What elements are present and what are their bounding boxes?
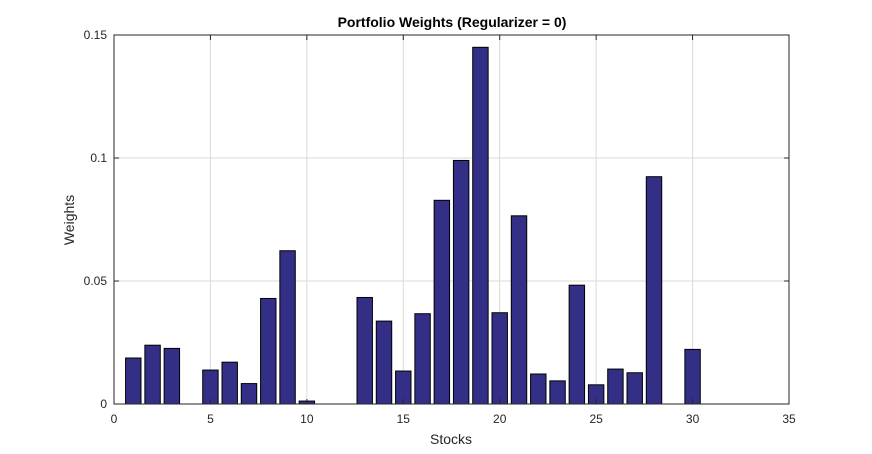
bar-stock-26 bbox=[607, 368, 624, 405]
bar-stock-20 bbox=[491, 312, 508, 405]
bar-stock-13 bbox=[356, 296, 373, 405]
bar-stock-16 bbox=[414, 313, 431, 405]
grid-layer bbox=[114, 35, 789, 404]
bar-stock-6 bbox=[221, 361, 238, 405]
y-tick-label: 0.05 bbox=[84, 274, 108, 288]
bar-stock-3 bbox=[163, 347, 181, 405]
y-axis-label: Weights bbox=[61, 195, 77, 245]
bar-stock-7 bbox=[240, 383, 258, 405]
x-tick-label: 15 bbox=[397, 412, 411, 426]
y-tick-label: 0.1 bbox=[90, 151, 107, 165]
bar-stock-14 bbox=[375, 320, 393, 405]
bar-stock-27 bbox=[626, 372, 643, 405]
bar-stock-9 bbox=[279, 250, 296, 405]
x-tick-label: 10 bbox=[300, 412, 314, 426]
bar-stock-22 bbox=[530, 373, 547, 405]
bar-stock-19 bbox=[472, 46, 489, 405]
bar-stock-18 bbox=[452, 159, 470, 405]
bar-stock-1 bbox=[125, 357, 142, 405]
bar-stock-8 bbox=[260, 297, 277, 405]
x-axis-ticks: 0 5 10 15 20 25 30 35 bbox=[111, 35, 796, 426]
x-tick-label: 35 bbox=[782, 412, 796, 426]
x-tick-label: 0 bbox=[111, 412, 118, 426]
y-axis-ticks: 0 0.05 0.1 0.15 bbox=[84, 28, 789, 411]
bar-stock-17 bbox=[433, 199, 451, 405]
bar-stock-5 bbox=[202, 369, 219, 405]
bar-stock-30 bbox=[684, 348, 701, 405]
x-tick-label: 20 bbox=[493, 412, 507, 426]
bar-stock-21 bbox=[510, 215, 528, 405]
y-tick-label: 0 bbox=[100, 397, 107, 411]
bar-stock-24 bbox=[568, 284, 586, 405]
y-tick-label: 0.15 bbox=[84, 28, 108, 42]
plot-frame bbox=[113, 34, 790, 405]
x-axis-label: Stocks bbox=[430, 431, 472, 447]
x-tick-label: 5 bbox=[207, 412, 214, 426]
bar-stock-28 bbox=[645, 176, 663, 405]
bar-stock-2 bbox=[144, 344, 161, 405]
x-tick-label: 30 bbox=[686, 412, 700, 426]
bar-stock-23 bbox=[549, 380, 566, 405]
chart-title: Portfolio Weights (Regularizer = 0) bbox=[338, 14, 567, 30]
x-tick-label: 25 bbox=[589, 412, 603, 426]
